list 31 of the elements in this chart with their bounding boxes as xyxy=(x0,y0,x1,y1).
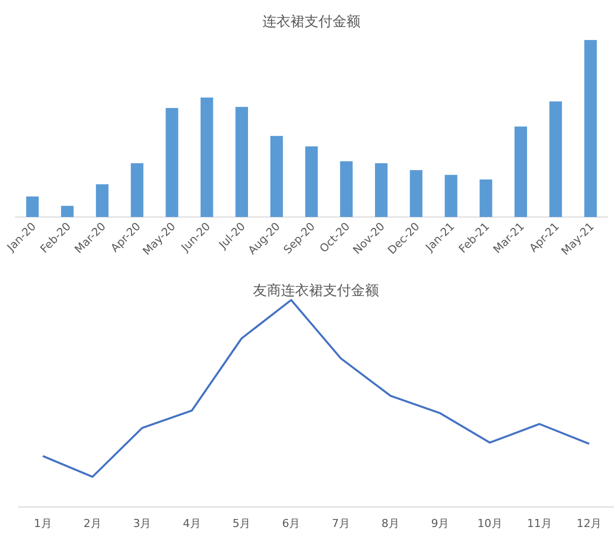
bar xyxy=(340,161,353,217)
x-tick-label: 11月 xyxy=(527,517,552,530)
chart-title: 连衣裙支付金额 xyxy=(262,14,360,30)
x-tick-label: 9月 xyxy=(431,517,450,530)
bar xyxy=(549,101,562,217)
bar xyxy=(305,146,318,217)
x-tick-label: 1月 xyxy=(34,517,52,530)
bar xyxy=(96,184,108,217)
x-tick-label: 3月 xyxy=(133,517,152,530)
chart-title: 友商连衣裙支付金额 xyxy=(253,283,379,299)
bar xyxy=(130,163,144,217)
bar xyxy=(270,136,283,217)
bar xyxy=(61,206,74,217)
x-tick-label: 4月 xyxy=(182,517,201,530)
bar xyxy=(584,40,597,217)
bar xyxy=(444,174,458,217)
x-tick-label: 5月 xyxy=(232,517,250,530)
x-tick-label: 8月 xyxy=(382,517,400,530)
x-tick-label: 10月 xyxy=(477,517,502,530)
x-tick-label: 2月 xyxy=(84,517,102,530)
bar xyxy=(480,179,492,217)
bar xyxy=(514,126,528,217)
x-tick-label: 12月 xyxy=(576,517,602,530)
bar xyxy=(374,163,388,217)
bar xyxy=(235,106,248,217)
x-tick-label: 7月 xyxy=(332,517,350,530)
x-tick-label: 6月 xyxy=(282,517,300,530)
bar xyxy=(166,108,178,217)
bar xyxy=(410,170,422,217)
bar xyxy=(26,196,39,217)
bar xyxy=(200,98,214,217)
